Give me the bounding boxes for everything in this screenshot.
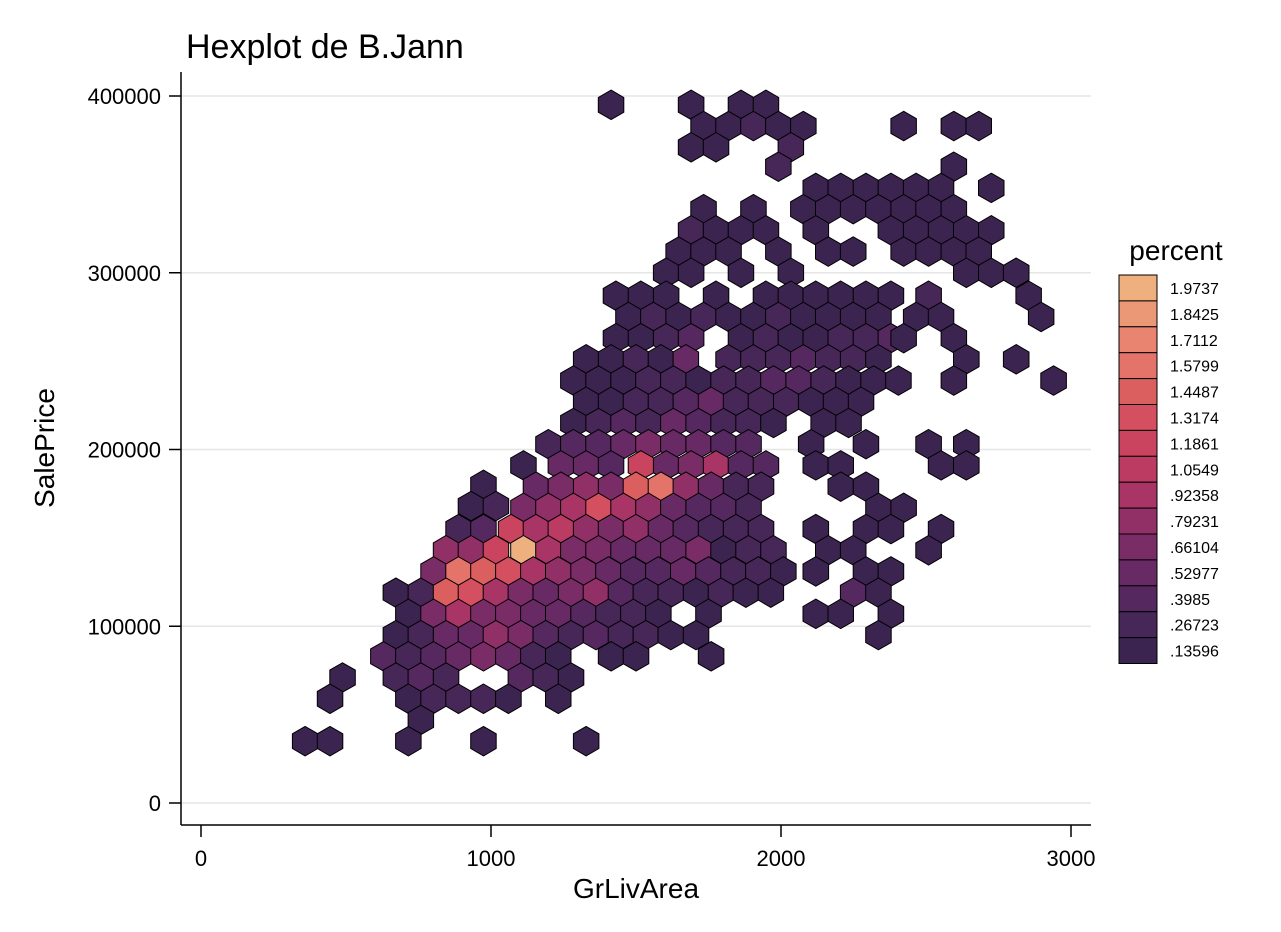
legend-label: .92358 xyxy=(1170,488,1219,505)
hex-cell xyxy=(1002,257,1030,289)
legend-label: 1.3174 xyxy=(1170,410,1219,427)
hex-cell xyxy=(395,725,422,757)
legend-swatch xyxy=(1118,352,1158,380)
legend: 1.9737 1.8425 1.7112 1.5799 1.4487 1.3174 1.18… xyxy=(1118,274,1219,664)
hex-cell xyxy=(316,683,344,715)
legend-swatch xyxy=(1118,404,1158,431)
legend-label: 1.7112 xyxy=(1170,333,1218,350)
legend-swatch xyxy=(1118,429,1158,457)
hex-cell xyxy=(765,151,792,182)
legend-label: 1.1861 xyxy=(1170,436,1219,453)
hex-cell xyxy=(470,683,497,715)
legend-swatch xyxy=(1118,274,1158,302)
legend-label: .13596 xyxy=(1170,644,1219,661)
hex-cell xyxy=(865,619,892,651)
y-ticks: 0 100000 200000 300000 400000 xyxy=(88,84,181,816)
legend-label: 1.5799 xyxy=(1170,359,1219,376)
hex-cell xyxy=(727,257,755,289)
hex-cell xyxy=(677,257,705,289)
hex-cell xyxy=(953,450,980,481)
hex-cell xyxy=(940,110,968,142)
legend-label: .66104 xyxy=(1170,540,1219,557)
legend-swatch xyxy=(1118,481,1158,509)
y-tick-label: 0 xyxy=(149,791,161,816)
hex-cell xyxy=(839,236,867,267)
legend-swatch xyxy=(1118,585,1158,613)
legend-swatch xyxy=(1118,300,1158,328)
hex-cell xyxy=(316,725,344,757)
hex-cell xyxy=(852,428,880,460)
y-tick-label: 200000 xyxy=(88,438,161,463)
x-ticks: 0 1000 2000 3000 xyxy=(195,825,1096,871)
hex-cell xyxy=(965,110,992,142)
legend-label: .79231 xyxy=(1170,514,1219,531)
legend-swatch xyxy=(1118,455,1158,483)
legend-title: percent xyxy=(1129,235,1223,266)
hex-cell xyxy=(890,322,917,354)
legend-swatch xyxy=(1118,611,1158,639)
hex-cell xyxy=(760,407,787,439)
axes xyxy=(180,72,1091,826)
hex-cell xyxy=(757,577,785,608)
x-tick-label: 2000 xyxy=(757,846,806,871)
legend-label: .26723 xyxy=(1170,618,1219,635)
hex-cell xyxy=(291,725,319,757)
hex-cell xyxy=(597,89,625,121)
hex-cell xyxy=(885,365,912,396)
x-tick-label: 3000 xyxy=(1047,846,1096,871)
legend-swatch xyxy=(1118,533,1158,561)
y-axis-title: SalePrice xyxy=(29,388,60,508)
legend-label: 1.9737 xyxy=(1170,281,1219,298)
hexbin-cells xyxy=(291,89,1067,757)
hex-cell xyxy=(940,365,968,396)
hex-cell xyxy=(802,598,830,630)
hex-cell xyxy=(827,471,854,502)
hex-cell xyxy=(682,619,710,651)
hex-cell xyxy=(545,683,572,715)
legend-label: 1.8425 xyxy=(1170,307,1219,324)
x-axis-title: GrLivArea xyxy=(573,873,699,904)
hex-cell xyxy=(978,172,1005,204)
hex-cell xyxy=(890,110,917,142)
hex-cell xyxy=(802,556,830,587)
x-tick-label: 0 xyxy=(195,846,207,871)
hex-cell xyxy=(702,131,730,163)
legend-label: .52977 xyxy=(1170,566,1219,583)
legend-swatch xyxy=(1118,378,1158,406)
legend-swatch xyxy=(1118,507,1158,535)
hex-cell xyxy=(1002,344,1030,375)
hex-cell xyxy=(1040,365,1067,396)
hex-cell xyxy=(835,407,862,439)
hex-cell xyxy=(915,534,942,566)
hex-cell xyxy=(572,725,600,757)
hex-cell xyxy=(470,725,497,757)
hex-cell xyxy=(877,513,905,545)
legend-swatch xyxy=(1118,559,1158,587)
chart-title: Hexplot de B.Jann xyxy=(186,28,464,66)
hex-cell xyxy=(495,683,522,715)
x-tick-label: 1000 xyxy=(467,846,516,871)
hex-cell xyxy=(622,641,650,672)
hex-cell xyxy=(482,490,510,522)
y-tick-label: 300000 xyxy=(88,261,161,286)
legend-label: 1.0549 xyxy=(1170,462,1219,479)
legend-swatch xyxy=(1118,637,1158,664)
legend-label: .3985 xyxy=(1170,592,1210,609)
hex-cell xyxy=(827,598,854,630)
y-tick-label: 100000 xyxy=(88,614,161,639)
legend-swatch xyxy=(1118,326,1158,354)
hex-cell xyxy=(697,641,725,672)
hex-cell xyxy=(1027,301,1055,333)
y-tick-label: 400000 xyxy=(88,84,161,109)
legend-label: 1.4487 xyxy=(1170,385,1219,402)
